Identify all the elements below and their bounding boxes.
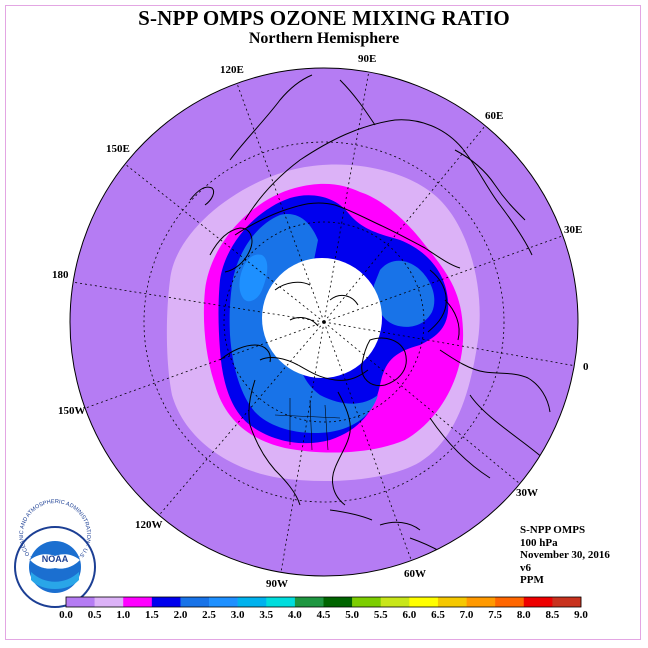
meridian-120w: [154, 321, 325, 521]
colorbar-swatch: [237, 597, 267, 607]
info-pressure-level: 100 hPa: [520, 536, 558, 549]
lon-label-60e: 60E: [485, 110, 503, 122]
map-title: S-NPP OMPS OZONE MIXING RATIO: [138, 6, 510, 30]
colorbar-swatch: [523, 597, 553, 607]
colorbar-swatch: [323, 597, 353, 607]
noaa-logo-text: NOAA: [42, 554, 69, 564]
colorbar-tick-label: 4.0: [288, 609, 302, 621]
colorbar: 0.0 0.5 1.0 1.5 2.0 2.5 3.0 3.5 4.0 4.5 5.0 5.5 6.0 6…: [59, 596, 588, 621]
info-version: v6: [520, 561, 531, 574]
map-subtitle: Northern Hemisphere: [248, 30, 400, 47]
lon-label-120w: 120W: [135, 519, 163, 531]
info-instrument: S-NPP OMPS: [520, 524, 586, 536]
coast-kamchatka: [209, 227, 253, 273]
colorbar-tick-label: 1.0: [116, 609, 130, 621]
meridian-30w: [323, 321, 526, 489]
meridian-60w: [323, 321, 414, 566]
colorbar-tick-label: 0.0: [59, 609, 73, 621]
ozone-level-2-0-east: [373, 260, 435, 327]
colorbar-swatch: [352, 597, 382, 607]
colorbar-swatch: [266, 597, 296, 607]
colorbar-swatch: [466, 597, 496, 607]
colorbar-swatch: [123, 597, 153, 607]
colorbar-outline: [65, 596, 582, 608]
latitude-circle-60n: [223, 221, 425, 423]
meridian-0: [323, 321, 578, 368]
noaa-logo-lower: [31, 572, 79, 589]
colorbar-tick-label: 2.5: [202, 609, 216, 621]
colorbar-tick-label: 5.0: [345, 609, 359, 621]
coast-caribbean: [329, 509, 421, 531]
colorbar-tick-label: 1.5: [145, 609, 159, 621]
colorbar-swatch: [66, 597, 95, 607]
colorbar-swatch: [437, 597, 467, 607]
lon-label-0: 0: [583, 361, 589, 373]
coast-arabia: [454, 149, 526, 221]
coast-alaska: [219, 344, 271, 363]
lon-label-150e: 150E: [106, 143, 130, 155]
lon-label-60w: 60W: [404, 568, 426, 580]
map-disc-outline: [69, 67, 579, 577]
coast-japan: [189, 186, 215, 206]
coast-north-america-north: [259, 357, 369, 381]
coast-china: [229, 74, 313, 161]
colorbar-swatch: [94, 597, 124, 607]
meridian-150w: [79, 321, 325, 411]
coast-europe: [439, 349, 551, 413]
colorbar-swatch: [552, 597, 582, 607]
coast-eurasia-north: [244, 119, 533, 256]
figure-border: [5, 5, 641, 640]
meridian-60e: [323, 119, 491, 323]
coast-scandinavia: [427, 269, 460, 341]
colorbar-swatch: [409, 597, 439, 607]
longitude-labels: 0 30E 60E 90E 120E 150E 180 150W 120W 90…: [52, 53, 589, 590]
colorbar-tick-label: 4.5: [317, 609, 331, 621]
colorbar-tick-label: 7.0: [460, 609, 474, 621]
latitude-circle-30n: [143, 141, 505, 503]
graticule: [71, 68, 578, 576]
coast-north-america-east: [332, 391, 351, 506]
meridian-90w: [279, 321, 325, 576]
lon-label-30e: 30E: [564, 224, 582, 236]
polar-night-no-data: [262, 258, 382, 378]
lon-label-120e: 120E: [220, 64, 244, 76]
colorbar-swatch: [151, 597, 181, 607]
coast-north-america-west: [248, 379, 301, 506]
lon-label-90e: 90E: [358, 53, 376, 65]
ozone-level-2-5: [239, 254, 268, 302]
lon-label-150w: 150W: [58, 405, 86, 417]
colorbar-swatch: [180, 597, 210, 607]
coast-siberia: [234, 202, 461, 269]
noaa-gull-shape: [30, 554, 80, 569]
coast-india: [339, 79, 376, 126]
coast-arctic-islands: [274, 281, 359, 327]
info-date: November 30, 2016: [520, 549, 610, 561]
colorbar-swatch: [495, 597, 525, 607]
colorbar-tick-label: 3.5: [259, 609, 273, 621]
lon-label-90w: 90W: [266, 578, 288, 590]
colorbar-tick-label: 8.0: [517, 609, 531, 621]
colorbar-tick-label: 6.0: [402, 609, 416, 621]
colorbar-tick-label: 0.5: [88, 609, 102, 621]
colorbar-tick-label: 9.0: [574, 609, 588, 621]
colorbar-tick-label: 8.5: [546, 609, 560, 621]
colorbar-swatch: [294, 597, 324, 607]
colorbar-tick-label: 7.5: [488, 609, 502, 621]
lon-label-30w: 30W: [516, 487, 538, 499]
colorbar-tick-label: 6.5: [431, 609, 445, 621]
lon-label-180: 180: [52, 269, 69, 281]
colorbar-tick-label: 5.5: [374, 609, 388, 621]
colorbar-swatch: [209, 597, 238, 607]
colorbar-tick-label: 2.0: [174, 609, 188, 621]
info-panel: S-NPP OMPS 100 hPa November 30, 2016 v6 …: [520, 524, 610, 587]
colorbar-tick-label: 3.0: [231, 609, 245, 621]
colorbar-swatch: [380, 597, 410, 607]
meridian-120e: [234, 77, 325, 323]
meridian-150e: [119, 159, 325, 323]
info-units: PPM: [520, 574, 544, 586]
meridian-90e: [323, 68, 371, 323]
